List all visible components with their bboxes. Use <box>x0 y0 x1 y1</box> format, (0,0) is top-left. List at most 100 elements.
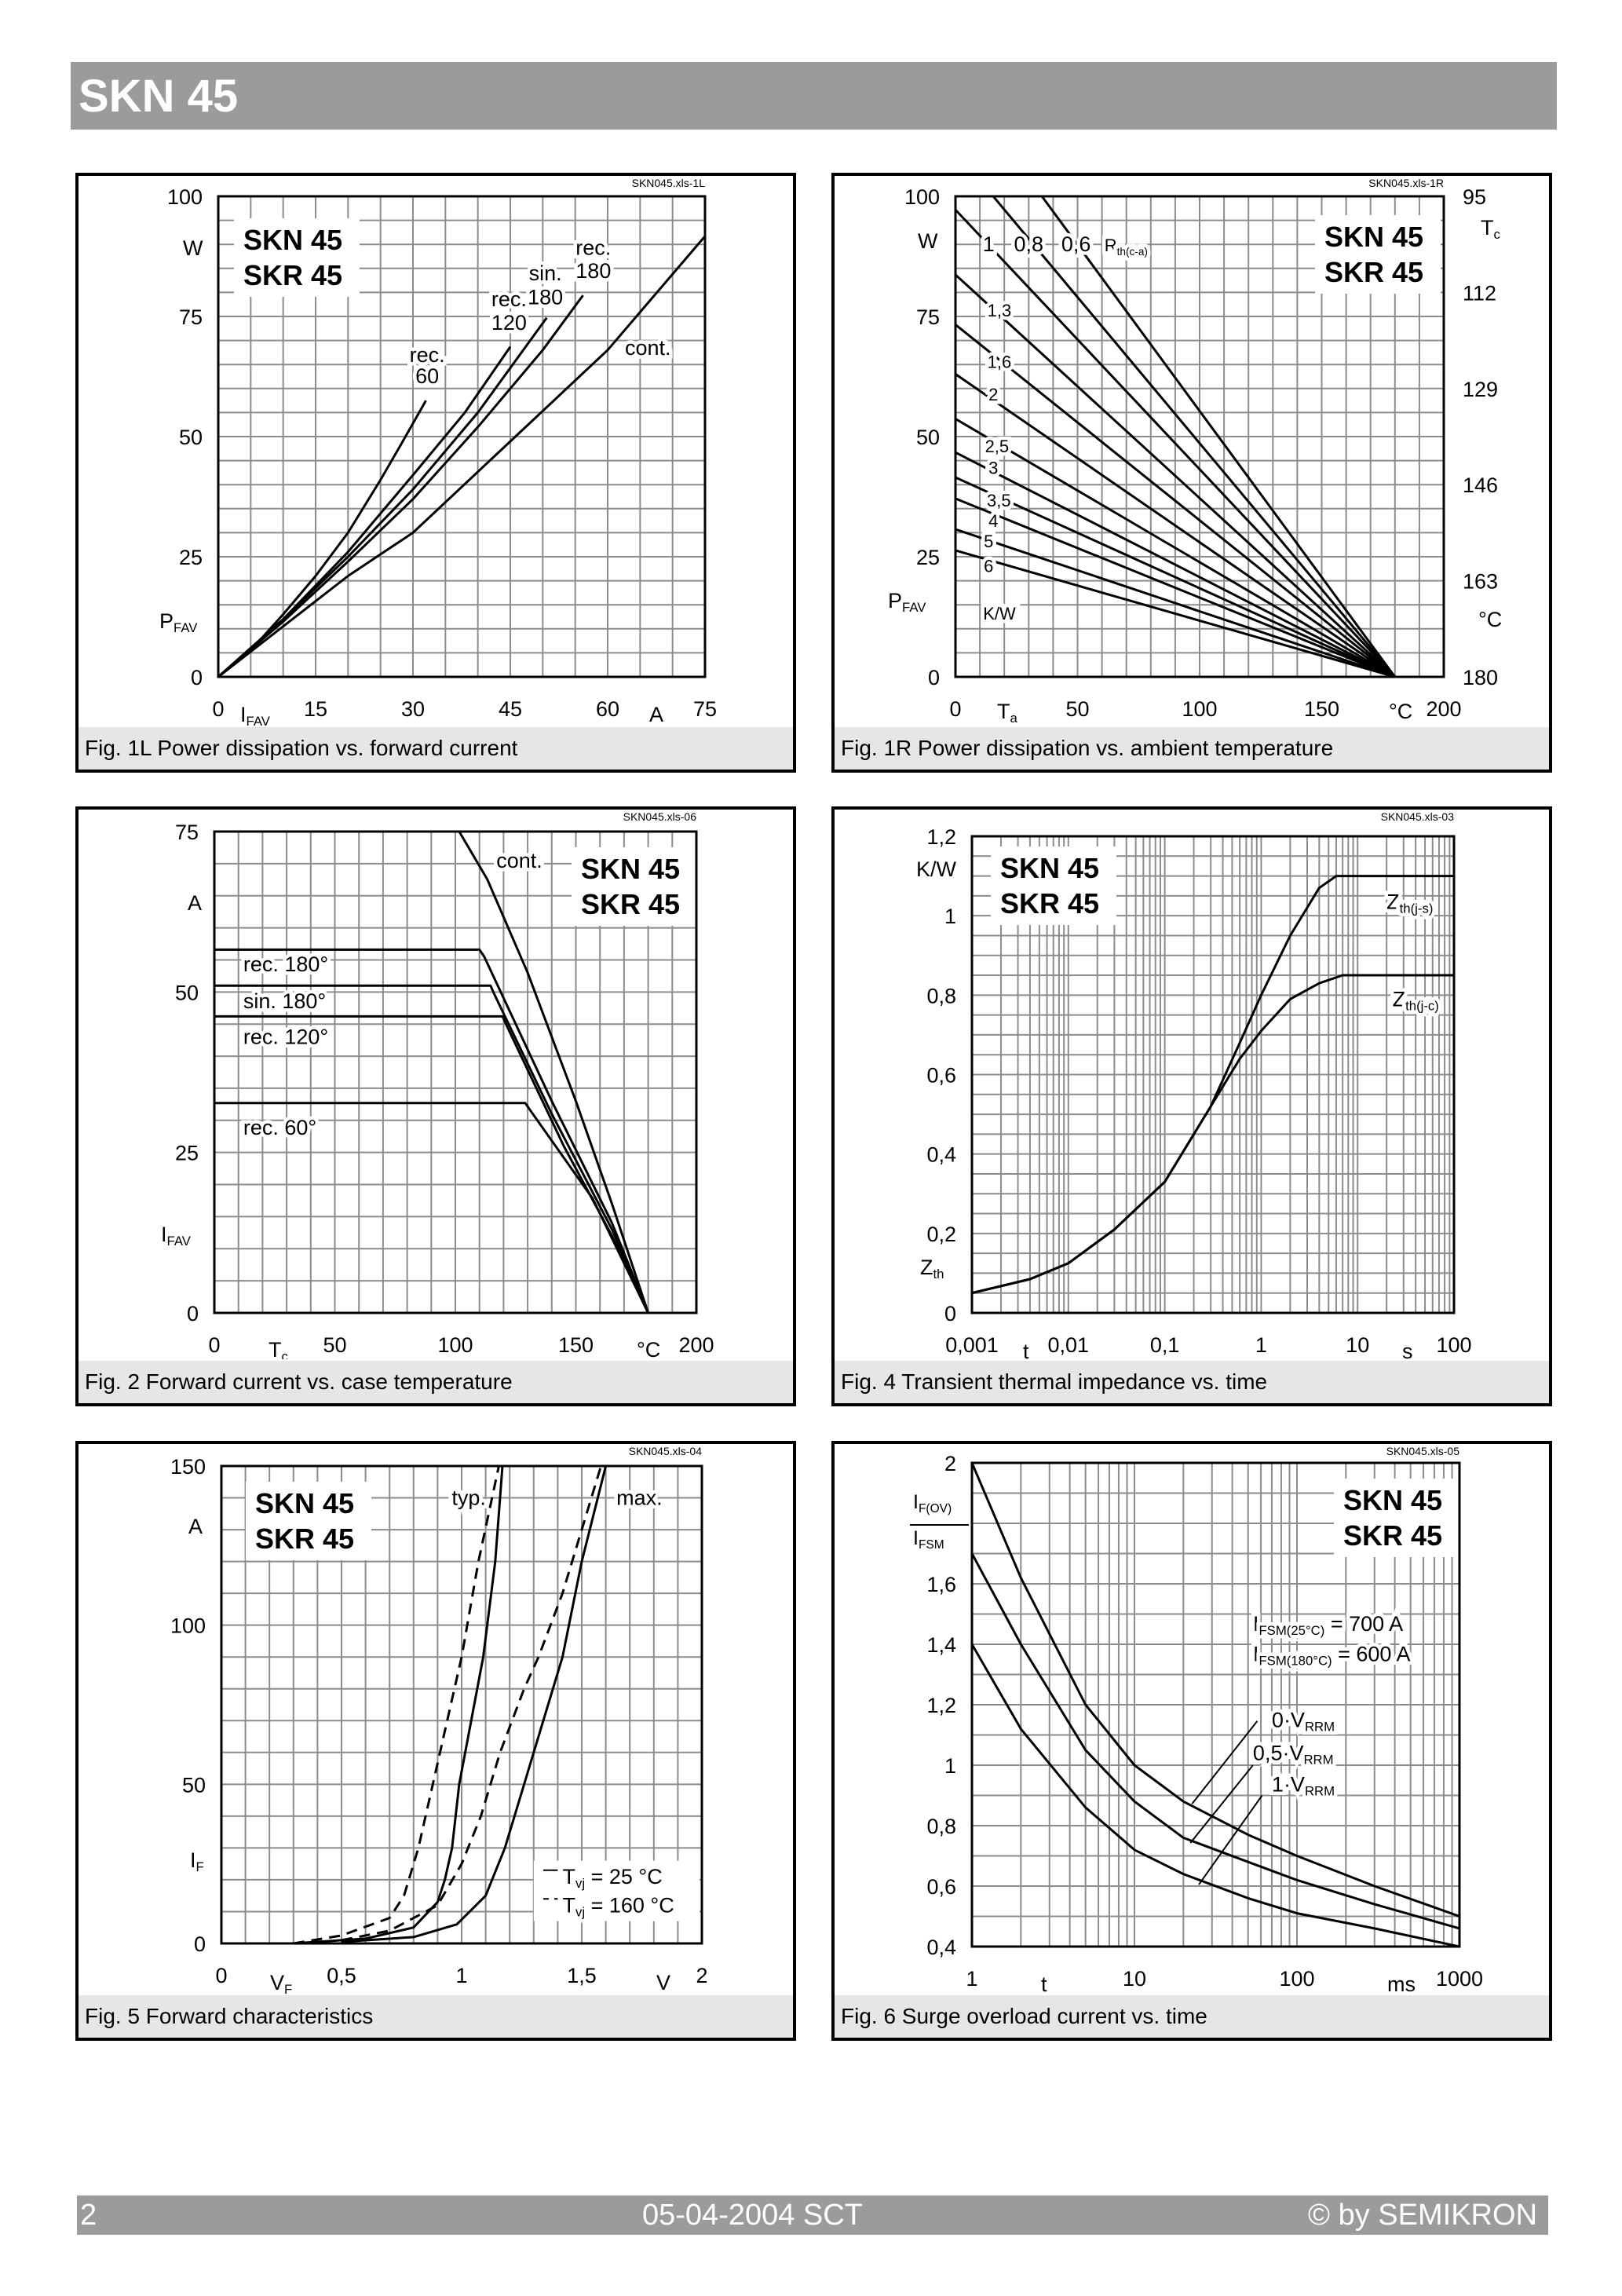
x-tick-label: 1,5 <box>567 1964 597 1987</box>
y-axis-label-subscript: F <box>196 1859 204 1874</box>
series-label: 2 <box>988 385 998 404</box>
device-label-background <box>991 846 1116 925</box>
plot-frame <box>217 195 707 678</box>
y2-tick-label: 146 <box>1463 473 1498 497</box>
figure-caption: Fig. 1L Power dissipation vs. forward cu… <box>79 727 793 770</box>
series-label-main: Z <box>1393 987 1406 1011</box>
x-tick-label: 1000 <box>1436 1967 1483 1991</box>
device-label-background <box>234 218 360 297</box>
x-tick-label: 15 <box>304 697 327 721</box>
x-tick-label: 0,001 <box>945 1333 999 1357</box>
series-label: 0·VRRM <box>1272 1708 1335 1734</box>
y-tick-label: 0,6 <box>926 1875 956 1899</box>
plot-frame <box>220 1464 703 1945</box>
series-label: 1·VRRM <box>1272 1772 1335 1798</box>
y-axis-label-main: Z <box>920 1256 933 1279</box>
y-tick-label: 0 <box>944 1302 956 1325</box>
series-group <box>955 196 1397 677</box>
leader-line <box>1189 1764 1254 1844</box>
y2-tick-label: 129 <box>1463 378 1498 401</box>
series-label: rec. 120° <box>243 1026 328 1049</box>
x-tick-label: 150 <box>1304 697 1339 721</box>
x-axis-label-main: V <box>270 1971 284 1994</box>
series-label: 2,5 <box>985 437 1010 456</box>
y-tick-label: 75 <box>179 305 203 329</box>
device-label: SKR 45 <box>1324 256 1423 288</box>
parameter-label-subscript: th(c-a) <box>1117 246 1148 258</box>
x-tick-label: 100 <box>437 1333 473 1357</box>
series-line-4 <box>955 324 1396 677</box>
series-label: 5 <box>984 532 993 551</box>
x-tick-label: 45 <box>499 697 522 721</box>
series-label-subscript: th(j-c) <box>1405 998 1439 1013</box>
leader-line <box>1191 1720 1259 1804</box>
series-label: cont. <box>625 336 671 360</box>
file-reference: SKN045.xls-04 <box>629 1445 703 1457</box>
x-tick-label: 0,5 <box>327 1964 356 1987</box>
y-unit: W <box>918 229 938 253</box>
device-label: SKR 45 <box>255 1523 354 1555</box>
device-label-background <box>1334 1479 1459 1557</box>
x-axis-label-subscript: a <box>1010 711 1018 726</box>
y2-tick-label: 163 <box>1463 570 1498 594</box>
x-tick-label: 0 <box>949 697 961 721</box>
file-reference: SKN045.xls-05 <box>1386 1445 1460 1457</box>
x-axis-label-main: I <box>240 703 247 726</box>
y-tick-label: 100 <box>167 185 203 209</box>
legend-entry: Tvj = 160 °C <box>563 1893 674 1919</box>
series-line-7 <box>955 451 1396 677</box>
y-axis-label-main: I <box>161 1223 167 1246</box>
y2-tick-label: 95 <box>1463 185 1486 209</box>
series-line-6 <box>955 418 1396 677</box>
series-label: 6 <box>984 556 993 576</box>
legend-entry-subscript: vj <box>575 1876 585 1891</box>
x-tick-label: 100 <box>1279 1967 1314 1991</box>
x-axis-label: IFAV <box>240 703 271 726</box>
series-line-8 <box>955 476 1396 677</box>
series-label: 1,3 <box>988 301 1012 320</box>
file-reference: SKN045.xls-1L <box>632 177 706 189</box>
figure-5-chart: SKN 45 SKR 45 0 0,5 1 1,5 2 0 50 100 150 SKN045.xls… <box>170 1445 708 1994</box>
page-number: 2 <box>80 2199 97 2232</box>
series-line-2 <box>341 1466 608 1943</box>
series-label-subscript: th(j-s) <box>1400 901 1434 916</box>
y-axis-label-denominator-main: I <box>913 1527 919 1549</box>
x-tick-label: 0 <box>212 697 224 721</box>
x-unit: V <box>656 1971 670 1994</box>
series-label: 4 <box>988 511 998 531</box>
y-axis-label-subscript: FAV <box>902 600 926 615</box>
figure-4-panel: SKN 45 SKR 45 0,001 0,01 0,1 1 10 100 0 0,2 0,4 0,6… <box>831 806 1552 1406</box>
y-tick-label: 0,8 <box>926 1815 956 1838</box>
series-label: 0,5·VRRM <box>1253 1742 1334 1768</box>
y-tick-label: 50 <box>182 1773 206 1797</box>
series-line-0 <box>293 1466 504 1943</box>
y-axis-label-numerator: IF(OV) <box>913 1491 952 1515</box>
plot-frame <box>954 195 1445 678</box>
y-tick-label: 0 <box>928 666 940 689</box>
figure-caption: Fig. 1R Power dissipation vs. ambient te… <box>835 727 1549 770</box>
y-tick-label: 25 <box>175 1142 199 1165</box>
series-group <box>293 1466 608 1943</box>
series-line-0 <box>218 400 427 677</box>
y-axis-label-numerator-subscript: F(OV) <box>919 1502 952 1515</box>
plot-frame <box>970 835 1456 1314</box>
y-axis-label-denominator-subscript: FSM <box>919 1538 944 1552</box>
series-label: rec. 180° <box>243 952 328 976</box>
x-unit: A <box>649 703 663 726</box>
surge-rating-annotation-subscript: FSM(180°C) <box>1259 1654 1332 1669</box>
file-reference: SKN045.xls-1R <box>1368 177 1444 189</box>
page-title: SKN 45 <box>79 71 239 122</box>
x-axis-label-subscript: FAV <box>247 714 271 726</box>
parameter-unit: K/W <box>983 604 1016 623</box>
x-unit: °C <box>1389 700 1412 723</box>
x-axis-label: Tc <box>269 1338 288 1359</box>
series-line-3 <box>218 294 584 677</box>
group-label-max: max. <box>616 1486 663 1510</box>
series-label: 180 <box>528 286 563 309</box>
x-tick-label: 0 <box>208 1333 220 1357</box>
series-line-2 <box>218 316 548 677</box>
series-line-1 <box>218 345 512 677</box>
